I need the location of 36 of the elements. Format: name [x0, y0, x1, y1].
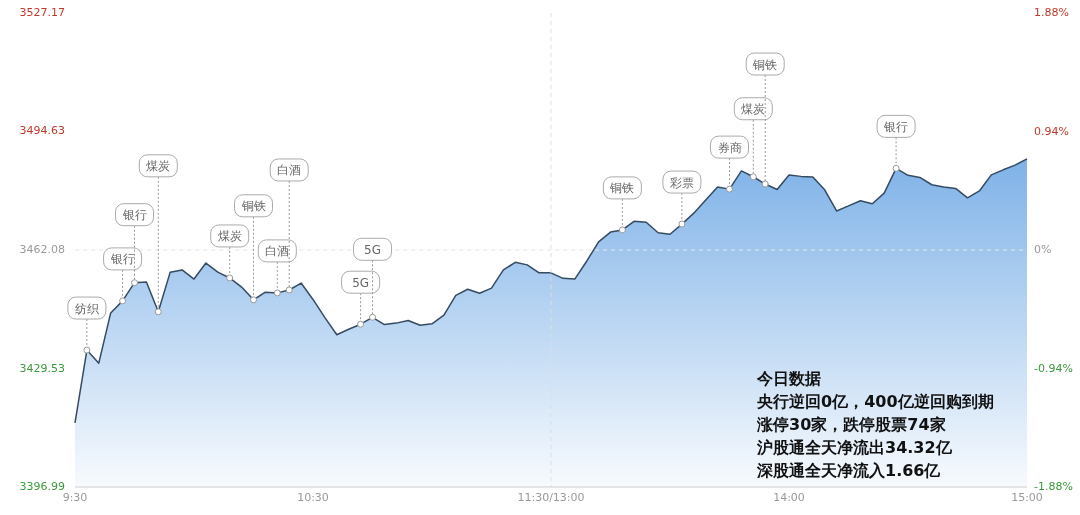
y2-tick-label: -1.88%: [1034, 480, 1073, 493]
annotation: 5G: [352, 275, 370, 290]
annotation: 涨停30家，跌停股票74家: [756, 415, 946, 434]
annotation: 券商: [717, 140, 742, 155]
annotation: 铜铁: [752, 57, 778, 72]
annotation: 深股通全天净流入1.66亿: [756, 461, 942, 480]
annotation: 今日数据: [756, 369, 821, 388]
annotation: 银行: [121, 208, 147, 223]
y-tick-label: 3429.53: [19, 361, 65, 375]
x-tick-label: 15:00: [1011, 491, 1043, 504]
x-tick-label: 11:30/13:00: [517, 491, 585, 504]
annotation: 白酒: [265, 244, 290, 259]
annotation: 纺织: [74, 301, 99, 316]
annotation: 彩票: [669, 175, 694, 190]
y2-tick-label: 0.94%: [1034, 124, 1069, 138]
annotation: 煤炭: [741, 102, 766, 117]
annotation: 铜铁: [240, 199, 266, 214]
x-tick-label: 10:30: [297, 491, 329, 504]
annotation: 铜铁: [609, 181, 635, 196]
x-tick-label: 9:30: [62, 491, 88, 504]
annotation: 煤炭: [217, 229, 242, 244]
x-tick-label: 14:00: [773, 491, 805, 504]
y-tick-label: 3396.99: [19, 480, 65, 493]
annotation: 银行: [883, 119, 909, 134]
annotation: 银行: [109, 252, 135, 267]
y2-tick-label: 0%: [1034, 243, 1052, 256]
y-tick-label: 3527.17: [19, 6, 65, 19]
annotation: 5G: [364, 242, 381, 257]
y2-tick-label: -0.94%: [1034, 361, 1073, 375]
annotation: 煤炭: [146, 159, 171, 174]
y-tick-label: 3462.08: [19, 243, 65, 256]
y2-tick-label: 1.88%: [1034, 6, 1069, 19]
y-tick-label: 3494.63: [19, 124, 65, 138]
annotation: 央行逆回0亿，400亿逆回购到期: [756, 392, 994, 411]
annotation: 白酒: [277, 163, 302, 178]
annotation: 沪股通全天净流出34.32亿: [756, 438, 953, 457]
